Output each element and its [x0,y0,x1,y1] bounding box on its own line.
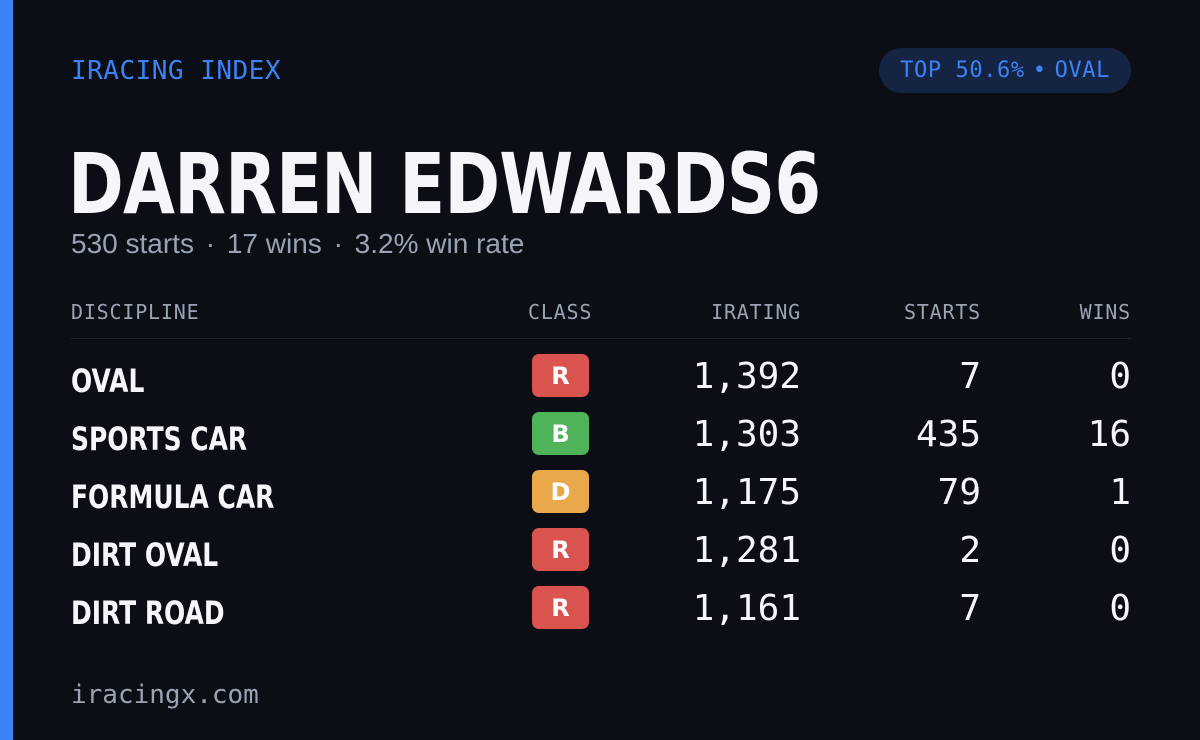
table-row: OVAL R 1,392 7 0 [71,350,1131,408]
row-starts: 7 [959,356,981,397]
footer-domain: iracingx.com [71,680,259,710]
class-badge: B [532,412,589,455]
header-irating: IRATING [711,300,801,324]
row-wins: 0 [1109,356,1131,397]
accent-bar [0,0,13,740]
row-starts: 435 [915,414,981,455]
summary-wins: 17 wins [226,228,322,259]
header-wins: WINS [1079,300,1131,324]
row-discipline: FORMULA CAR [71,478,275,516]
row-irating: 1,392 [692,356,801,397]
row-starts: 2 [959,530,981,571]
table-row: FORMULA CAR D 1,175 79 1 [71,466,1131,524]
table-header: DISCIPLINE CLASS IRATING STARTS WINS [71,300,1131,339]
summary-separator: · [333,228,343,259]
class-badge: R [532,354,589,397]
rank-badge-separator: • [1032,58,1047,83]
row-irating: 1,281 [692,530,801,571]
row-wins: 0 [1109,588,1131,629]
row-discipline: OVAL [71,362,145,400]
row-wins: 16 [1087,414,1131,455]
header-class: CLASS [528,300,593,324]
header-discipline: DISCIPLINE [71,300,200,324]
rank-badge-rank: TOP 50.6% [900,58,1025,83]
row-irating: 1,175 [692,472,801,513]
row-irating: 1,161 [692,588,801,629]
summary-separator: · [205,228,216,259]
rank-badge-discipline: OVAL [1054,58,1110,83]
rank-badge: TOP 50.6% • OVAL [879,48,1131,93]
table-row: DIRT ROAD R 1,161 7 0 [71,582,1131,640]
table-row: DIRT OVAL R 1,281 2 0 [71,524,1131,582]
row-wins: 0 [1109,530,1131,571]
brand-title: IRACING INDEX [71,56,281,86]
driver-name: DARREN EDWARDS6 [68,135,821,233]
table-row: SPORTS CAR B 1,303 435 16 [71,408,1131,466]
header-starts: STARTS [903,300,981,324]
row-discipline: DIRT ROAD [71,594,225,632]
class-badge: R [532,528,589,571]
summary-starts: 530 starts [71,228,194,259]
class-badge: D [532,470,589,513]
row-irating: 1,303 [692,414,801,455]
summary-win-rate: 3.2% win rate [354,228,525,259]
row-discipline: SPORTS CAR [71,420,248,458]
row-discipline: DIRT OVAL [71,536,219,574]
row-wins: 1 [1109,472,1131,513]
class-badge: R [532,586,589,629]
discipline-table: OVAL R 1,392 7 0 SPORTS CAR B 1,303 435 … [71,350,1131,640]
driver-summary: 530 starts · 17 wins · 3.2% win rate [71,228,524,260]
row-starts: 79 [937,472,981,513]
row-starts: 7 [959,588,981,629]
